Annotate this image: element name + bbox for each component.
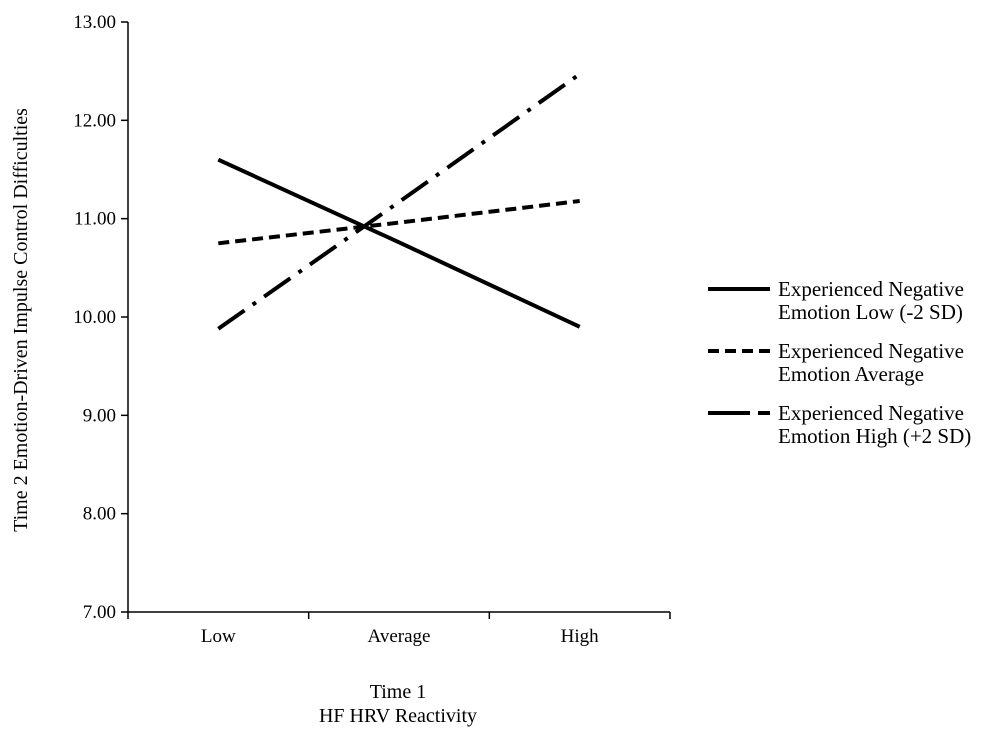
y-tick-label: 9.00 <box>83 405 116 426</box>
y-tick-label: 10.00 <box>73 307 116 328</box>
series-lines <box>217 72 581 331</box>
series-line-2 <box>218 199 580 246</box>
legend-label-1: Emotion Low (-2 SD) <box>778 300 963 324</box>
legend-label-2: Emotion Average <box>778 362 924 386</box>
y-tick-label: 11.00 <box>74 209 116 230</box>
y-tick-label: 12.00 <box>73 110 116 131</box>
x-axis-title-line-1: Time 1 <box>370 681 427 703</box>
legend-label-3: Emotion High (+2 SD) <box>778 424 971 448</box>
legend-label-1: Experienced Negative <box>778 277 964 301</box>
series-line-3 <box>217 72 581 331</box>
legend-label-3: Experienced Negative <box>778 401 964 425</box>
series-line-1 <box>217 157 581 329</box>
x-axis-title-line-2: HF HRV Reactivity <box>319 705 477 727</box>
x-tick-label: Low <box>201 626 236 647</box>
y-axis-title: Time 2 Emotion-Driven Impulse Control Di… <box>10 108 32 532</box>
y-tick-label: 7.00 <box>83 602 116 623</box>
y-tick-label: 8.00 <box>83 504 116 525</box>
x-tick-label: High <box>561 626 600 647</box>
x-tick-label: Average <box>368 626 431 647</box>
legend-label-2: Experienced Negative <box>778 339 964 363</box>
y-tick-label: 13.00 <box>73 12 116 33</box>
axes: 7.00 8.00 9.00 10.00 11.00 12.00 13.00 Low Avera… <box>73 12 671 647</box>
